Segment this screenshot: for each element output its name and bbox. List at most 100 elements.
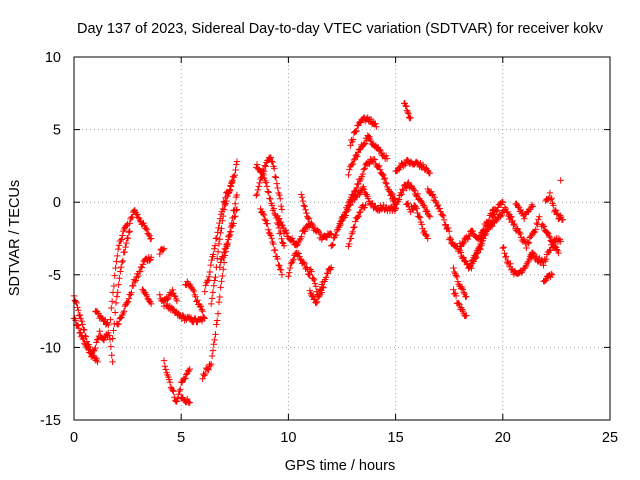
data-point <box>213 321 220 328</box>
data-point <box>463 293 470 300</box>
data-point <box>109 335 116 342</box>
data-point <box>540 223 548 230</box>
data-point <box>165 376 173 383</box>
data-point <box>286 269 293 276</box>
data-point <box>298 233 305 240</box>
data-point <box>115 320 122 328</box>
data-point <box>317 286 325 293</box>
data-point <box>346 166 353 173</box>
data-point <box>360 166 367 173</box>
data-point <box>93 355 100 363</box>
data-point <box>110 327 117 334</box>
data-point <box>199 307 206 315</box>
data-point <box>156 250 163 258</box>
data-point <box>166 379 174 386</box>
data-point <box>264 220 271 227</box>
data-point <box>492 217 500 225</box>
data-point <box>160 357 168 364</box>
data-point <box>383 180 390 187</box>
data-point <box>349 191 356 198</box>
data-point <box>280 242 288 249</box>
data-point <box>372 120 379 127</box>
data-point <box>129 282 137 289</box>
data-point <box>410 186 417 193</box>
data-point <box>460 254 467 261</box>
data-point <box>350 192 357 199</box>
data-point <box>124 299 131 307</box>
data-point <box>303 264 310 271</box>
data-point <box>80 335 87 343</box>
data-point <box>299 197 307 205</box>
data-point <box>488 212 495 219</box>
data-point <box>198 317 206 325</box>
data-point <box>262 179 270 186</box>
data-point <box>218 278 225 285</box>
data-point <box>404 108 411 116</box>
data-point <box>142 224 150 232</box>
data-point <box>532 226 540 233</box>
data-point <box>349 136 357 143</box>
data-point <box>548 270 555 278</box>
data-point <box>513 200 520 207</box>
data-point <box>115 242 123 249</box>
data-point <box>159 246 167 254</box>
data-point <box>510 221 517 229</box>
data-point <box>227 228 235 235</box>
data-point <box>255 183 263 190</box>
data-point <box>319 278 326 286</box>
data-point <box>301 228 309 235</box>
data-point <box>220 254 227 262</box>
data-point <box>229 177 236 184</box>
data-point <box>478 240 486 247</box>
data-point <box>463 312 470 319</box>
data-point <box>121 248 128 256</box>
data-point <box>192 293 199 300</box>
data-point <box>431 193 438 201</box>
data-point <box>169 387 176 394</box>
data-point <box>380 171 387 179</box>
data-point <box>128 289 135 297</box>
data-point <box>322 274 330 281</box>
data-point <box>297 255 304 263</box>
data-point <box>211 277 218 284</box>
data-point <box>170 289 177 297</box>
data-point <box>278 235 285 242</box>
data-point <box>353 127 360 135</box>
data-point <box>147 254 155 261</box>
data-point <box>103 320 110 327</box>
data-point <box>126 220 133 227</box>
data-point <box>208 360 215 368</box>
x-tick-label: 25 <box>602 430 618 446</box>
data-point <box>395 196 403 203</box>
data-point <box>548 271 556 278</box>
data-point <box>351 188 359 195</box>
data-point <box>136 268 144 275</box>
y-tick-label: 10 <box>45 50 61 66</box>
data-point <box>345 171 352 179</box>
data-point <box>347 142 354 149</box>
data-point <box>531 228 539 236</box>
data-point <box>506 213 514 220</box>
data-point <box>232 200 239 207</box>
data-point <box>551 242 559 250</box>
data-point <box>198 306 205 313</box>
data-point <box>402 102 409 109</box>
data-point <box>446 234 454 242</box>
data-point <box>233 191 241 199</box>
data-point <box>525 239 533 246</box>
data-point <box>232 207 240 214</box>
data-point <box>279 239 286 246</box>
data-point <box>78 332 86 339</box>
data-point <box>271 165 278 172</box>
data-point <box>77 329 84 336</box>
data-point <box>555 249 562 257</box>
data-point <box>201 315 208 322</box>
data-point <box>213 234 220 242</box>
data-point <box>300 202 308 209</box>
data-point <box>111 272 118 279</box>
data-point <box>524 240 532 247</box>
data-point <box>253 192 260 199</box>
data-point <box>414 190 422 198</box>
x-axis-label: GPS time / hours <box>285 458 395 474</box>
data-point <box>208 300 215 308</box>
